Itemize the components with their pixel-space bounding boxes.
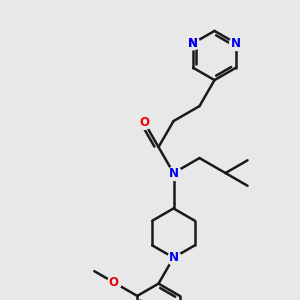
Text: O: O <box>139 116 149 129</box>
Text: N: N <box>188 37 198 50</box>
Text: O: O <box>109 276 119 289</box>
Text: N: N <box>188 37 198 50</box>
Text: N: N <box>231 37 241 50</box>
Text: N: N <box>169 251 178 264</box>
Text: N: N <box>169 167 178 179</box>
